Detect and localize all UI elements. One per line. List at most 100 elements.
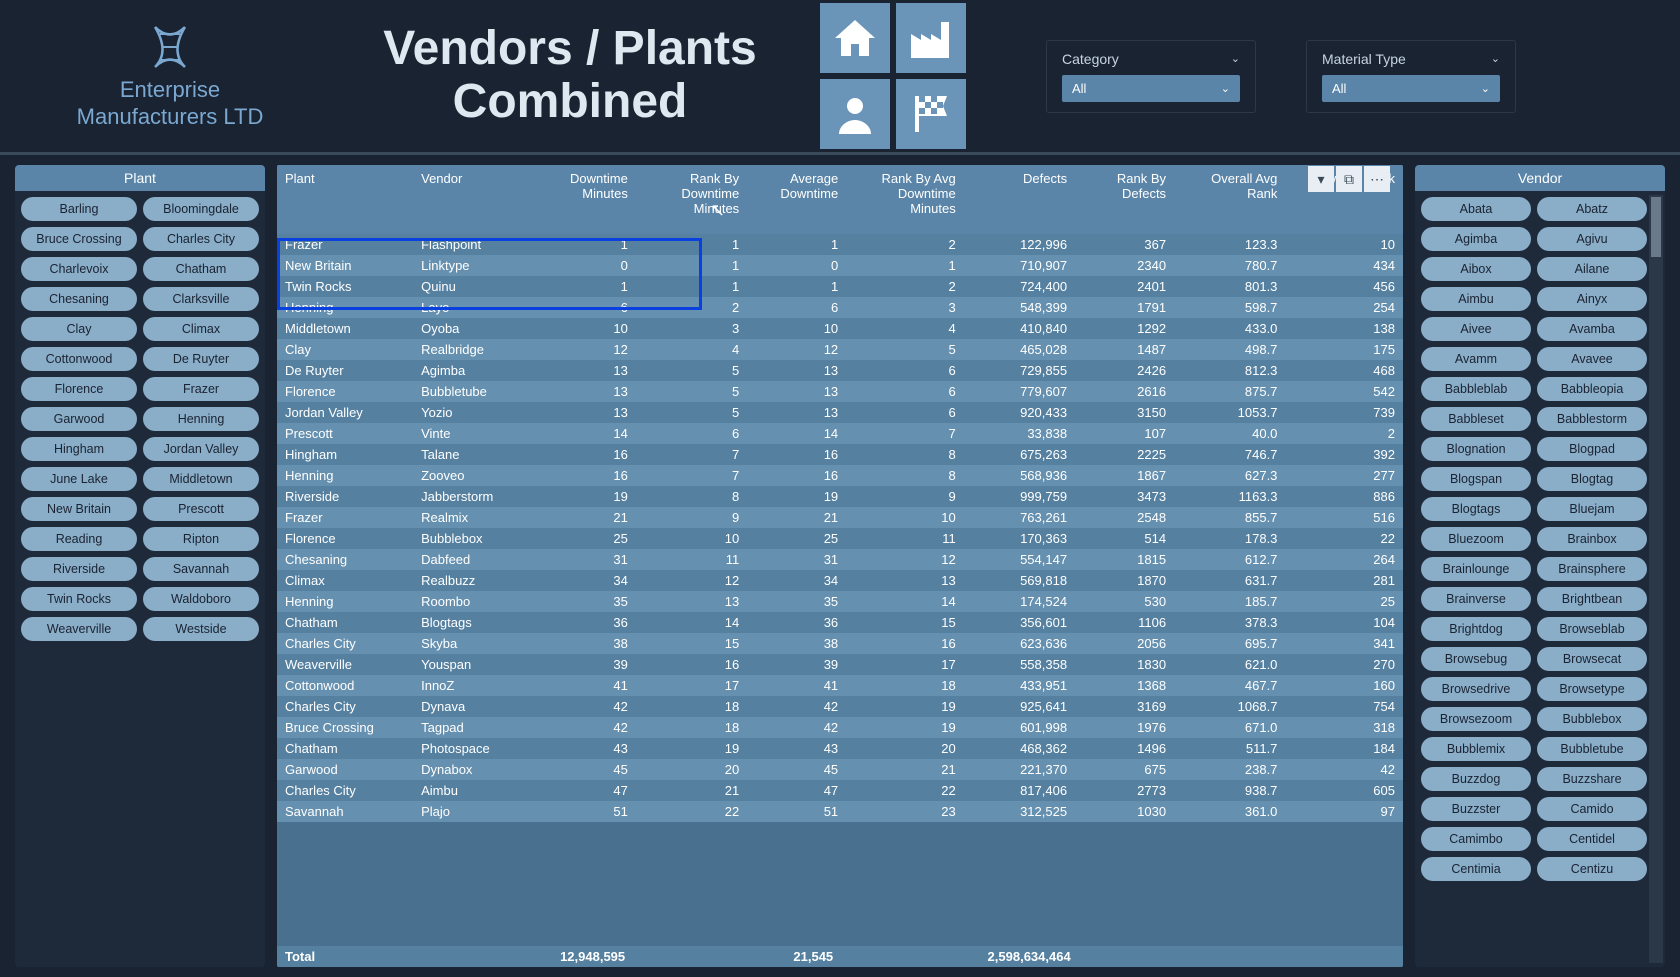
table-row[interactable]: ChesaningDabfeed31113112554,1471815612.7… — [277, 549, 1403, 570]
nav-home[interactable] — [820, 3, 890, 73]
vendor-btn-browsebug[interactable]: Browsebug — [1421, 647, 1531, 671]
vendor-btn-avamba[interactable]: Avamba — [1537, 317, 1647, 341]
nav-finish[interactable] — [896, 79, 966, 149]
vendor-btn-browsecat[interactable]: Browsecat — [1537, 647, 1647, 671]
more-icon-button[interactable]: ⋯ — [1364, 166, 1390, 192]
vendor-btn-bubblebox[interactable]: Bubblebox — [1537, 707, 1647, 731]
vendor-btn-abata[interactable]: Abata — [1421, 197, 1531, 221]
vendor-btn-blogpad[interactable]: Blogpad — [1537, 437, 1647, 461]
table-row[interactable]: Charles CityDynava42184219925,6413169106… — [277, 696, 1403, 717]
table-row[interactable]: Twin RocksQuinu1112724,4002401801.3456 — [277, 276, 1403, 297]
table-row[interactable]: De RuyterAgimba135136729,8552426812.3468 — [277, 360, 1403, 381]
filter-material-select[interactable]: All ⌄ — [1322, 75, 1500, 102]
plant-btn-charles-city[interactable]: Charles City — [143, 227, 259, 251]
vendor-btn-brightbean[interactable]: Brightbean — [1537, 587, 1647, 611]
vendor-btn-browseblab[interactable]: Browseblab — [1537, 617, 1647, 641]
plant-btn-henning[interactable]: Henning — [143, 407, 259, 431]
vendor-btn-agimba[interactable]: Agimba — [1421, 227, 1531, 251]
vendor-btn-browsetype[interactable]: Browsetype — [1537, 677, 1647, 701]
plant-btn-clay[interactable]: Clay — [21, 317, 137, 341]
col-header[interactable]: Plant — [277, 165, 413, 234]
table-row[interactable]: Charles CityAimbu47214722817,4062773938.… — [277, 780, 1403, 801]
vendor-btn-bluejam[interactable]: Bluejam — [1537, 497, 1647, 521]
vendor-btn-babbleopia[interactable]: Babbleopia — [1537, 377, 1647, 401]
col-header[interactable]: Downtime Minutes — [537, 165, 636, 234]
table-row[interactable]: HinghamTalane167168675,2632225746.7392 — [277, 444, 1403, 465]
vendor-btn-camimbo[interactable]: Camimbo — [1421, 827, 1531, 851]
vendor-btn-babbleblab[interactable]: Babbleblab — [1421, 377, 1531, 401]
plant-btn-de-ruyter[interactable]: De Ruyter — [143, 347, 259, 371]
table-row[interactable]: HenningZooveo167168568,9361867627.3277 — [277, 465, 1403, 486]
col-header[interactable]: Average Downtime — [747, 165, 846, 234]
table-row[interactable]: HenningRoombo35133514174,524530185.725 — [277, 591, 1403, 612]
plant-btn-florence[interactable]: Florence — [21, 377, 137, 401]
plant-btn-garwood[interactable]: Garwood — [21, 407, 137, 431]
vendor-btn-aibox[interactable]: Aibox — [1421, 257, 1531, 281]
vendor-btn-babblestorm[interactable]: Babblestorm — [1537, 407, 1647, 431]
vendor-btn-buzzdog[interactable]: Buzzdog — [1421, 767, 1531, 791]
vendor-btn-brainsphere[interactable]: Brainsphere — [1537, 557, 1647, 581]
table-row[interactable]: SavannahPlajo51225123312,5251030361.097 — [277, 801, 1403, 822]
col-header[interactable]: Overall Avg Rank — [1174, 165, 1285, 234]
nav-vendors[interactable] — [820, 79, 890, 149]
plant-btn-climax[interactable]: Climax — [143, 317, 259, 341]
table-row[interactable]: FrazerRealmix2192110763,2612548855.7516 — [277, 507, 1403, 528]
vendor-btn-avamm[interactable]: Avamm — [1421, 347, 1531, 371]
vendor-btn-blogtags[interactable]: Blogtags — [1421, 497, 1531, 521]
plant-btn-reading[interactable]: Reading — [21, 527, 137, 551]
vendor-btn-aivee[interactable]: Aivee — [1421, 317, 1531, 341]
col-header[interactable]: Rank By Avg Downtime Minutes — [846, 165, 964, 234]
plant-btn-frazer[interactable]: Frazer — [143, 377, 259, 401]
vendor-btn-brainbox[interactable]: Brainbox — [1537, 527, 1647, 551]
col-header[interactable]: Rank By Downtime Minutes — [636, 165, 747, 234]
table-row[interactable]: PrescottVinte14614733,83810740.02 — [277, 423, 1403, 444]
table-row[interactable]: WeavervilleYouspan39163917558,3581830621… — [277, 654, 1403, 675]
col-header[interactable]: Rank By Defects — [1075, 165, 1174, 234]
vendor-btn-babbleset[interactable]: Babbleset — [1421, 407, 1531, 431]
filter-icon-button[interactable]: ▾ — [1308, 166, 1334, 192]
table-row[interactable]: FrazerFlashpoint1112122,996367123.310 — [277, 234, 1403, 255]
plant-btn-clarksville[interactable]: Clarksville — [143, 287, 259, 311]
nav-plants[interactable] — [896, 3, 966, 73]
filter-category-select[interactable]: All ⌄ — [1062, 75, 1240, 102]
vendor-btn-avavee[interactable]: Avavee — [1537, 347, 1647, 371]
table-row[interactable]: Jordan ValleyYozio135136920,43331501053.… — [277, 402, 1403, 423]
table-row[interactable]: Bruce CrossingTagpad42184219601,99819766… — [277, 717, 1403, 738]
vendor-btn-ainyx[interactable]: Ainyx — [1537, 287, 1647, 311]
plant-btn-jordan-valley[interactable]: Jordan Valley — [143, 437, 259, 461]
plant-btn-chatham[interactable]: Chatham — [143, 257, 259, 281]
vendor-btn-centizu[interactable]: Centizu — [1537, 857, 1647, 881]
plant-btn-waldoboro[interactable]: Waldoboro — [143, 587, 259, 611]
vendor-btn-centidel[interactable]: Centidel — [1537, 827, 1647, 851]
plant-btn-chesaning[interactable]: Chesaning — [21, 287, 137, 311]
table-row[interactable]: ChathamBlogtags36143615356,6011106378.31… — [277, 612, 1403, 633]
plant-btn-hingham[interactable]: Hingham — [21, 437, 137, 461]
table-row[interactable]: New BritainLinktype0101710,9072340780.74… — [277, 255, 1403, 276]
focus-icon-button[interactable]: ⧉ — [1336, 166, 1362, 192]
plant-btn-new-britain[interactable]: New Britain — [21, 497, 137, 521]
table-row[interactable]: FlorenceBubblebox25102511170,363514178.3… — [277, 528, 1403, 549]
plant-btn-twin-rocks[interactable]: Twin Rocks — [21, 587, 137, 611]
table-row[interactable]: RiversideJabberstorm198199999,7593473116… — [277, 486, 1403, 507]
vendor-btn-agivu[interactable]: Agivu — [1537, 227, 1647, 251]
plant-btn-june-lake[interactable]: June Lake — [21, 467, 137, 491]
plant-btn-riverside[interactable]: Riverside — [21, 557, 137, 581]
col-header[interactable]: Vendor — [413, 165, 537, 234]
col-header[interactable]: Defects — [964, 165, 1075, 234]
plant-btn-cottonwood[interactable]: Cottonwood — [21, 347, 137, 371]
plant-btn-savannah[interactable]: Savannah — [143, 557, 259, 581]
vendor-btn-bubbletube[interactable]: Bubbletube — [1537, 737, 1647, 761]
plant-btn-bruce-crossing[interactable]: Bruce Crossing — [21, 227, 137, 251]
vendor-scrollbar[interactable] — [1649, 195, 1663, 963]
table-row[interactable]: GarwoodDynabox45204521221,370675238.742 — [277, 759, 1403, 780]
vendor-btn-blogtag[interactable]: Blogtag — [1537, 467, 1647, 491]
table-scroll[interactable]: PlantVendorDowntime MinutesRank By Downt… — [277, 165, 1403, 946]
vendor-btn-aimbu[interactable]: Aimbu — [1421, 287, 1531, 311]
plant-btn-weaverville[interactable]: Weaverville — [21, 617, 137, 641]
vendor-btn-brightdog[interactable]: Brightdog — [1421, 617, 1531, 641]
vendor-btn-centimia[interactable]: Centimia — [1421, 857, 1531, 881]
table-row[interactable]: ClayRealbridge124125465,0281487498.7175 — [277, 339, 1403, 360]
vendor-btn-bluezoom[interactable]: Bluezoom — [1421, 527, 1531, 551]
vendor-btn-blogspan[interactable]: Blogspan — [1421, 467, 1531, 491]
plant-btn-middletown[interactable]: Middletown — [143, 467, 259, 491]
